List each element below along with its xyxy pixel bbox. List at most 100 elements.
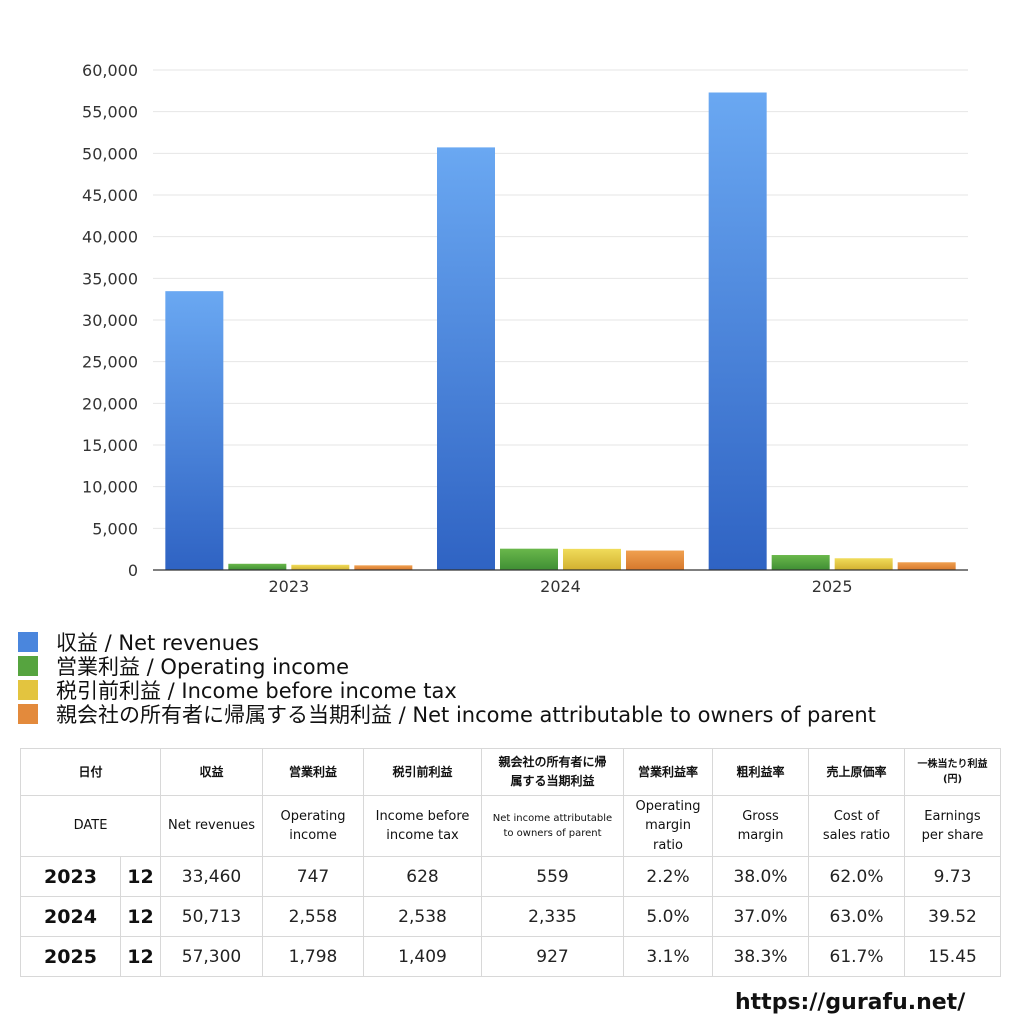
y-tick-label: 45,000	[82, 186, 138, 205]
chart-legend: 収益 / Net revenues 営業利益 / Operating incom…	[18, 630, 1018, 727]
header-jp-gross-margin: 粗利益率	[712, 748, 810, 796]
cell-year: 2024	[20, 896, 121, 937]
header-en-eps: Earnings per share	[904, 795, 1002, 857]
legend-label-operating-income: 営業利益 / Operating income	[56, 655, 350, 679]
bar-2023-series-2	[291, 564, 350, 570]
legend-label-net-revenues: 収益 / Net revenues	[56, 631, 259, 655]
y-tick-label: 20,000	[82, 394, 138, 413]
grid-lines	[153, 69, 968, 529]
cell-revenue: 50,713	[160, 896, 264, 937]
legend-item-operating-income: 営業利益 / Operating income	[18, 654, 1018, 679]
cell-cost-ratio: 63.0%	[808, 896, 906, 937]
cell-month: 12	[119, 936, 162, 977]
table-header-jp-row: 日付 収益 営業利益 税引前利益 親会社の所有者に帰属する当期利益 営業利益率 …	[19, 748, 1002, 796]
bar-2023-series-1	[228, 563, 287, 570]
header-en-op-margin: Operating margin ratio	[623, 795, 714, 857]
legend-label-net-income: 親会社の所有者に帰属する当期利益 / Net income attributab…	[56, 703, 876, 727]
bar-2025-series-2	[834, 558, 893, 570]
header-jp-eps: 一株当たり利益 (円)	[904, 748, 1002, 796]
cell-pretax: 1,409	[363, 936, 483, 977]
cell-eps: 39.52	[904, 896, 1002, 937]
cell-gross-margin: 38.3%	[712, 936, 810, 977]
table-row-2024: 2024 12 50,713 2,558 2,538 2,335 5.0% 37…	[20, 896, 1002, 937]
header-en-net-income: Net income attributable to owners of par…	[481, 795, 625, 857]
y-tick-label: 10,000	[82, 478, 138, 497]
cell-gross-margin: 37.0%	[712, 896, 810, 937]
y-tick-label: 30,000	[82, 311, 138, 330]
cell-pretax: 628	[363, 856, 483, 897]
header-en-gross-margin: Gross margin	[712, 795, 810, 857]
header-en-op-income: Operating income	[262, 795, 365, 857]
legend-item-net-revenues: 収益 / Net revenues	[18, 630, 1018, 655]
bars	[165, 92, 956, 570]
header-en-revenue: Net revenues	[160, 795, 264, 857]
y-tick-label: 35,000	[82, 269, 138, 288]
y-tick-label: 50,000	[82, 144, 138, 163]
bar-2024-series-3	[626, 550, 684, 570]
bar-2024-series-0	[437, 147, 495, 570]
y-tick-label: 25,000	[82, 353, 138, 372]
cell-eps: 9.73	[904, 856, 1002, 897]
bar-2025-series-1	[771, 555, 830, 570]
header-jp-cost-ratio: 売上原価率	[808, 748, 906, 796]
header-en-cost-ratio: Cost of sales ratio	[808, 795, 906, 857]
header-jp-revenue: 収益	[160, 748, 264, 796]
bar-chart: 0 5,000 10,000 15,000 20,000 25,000 30,000 35,0…	[82, 61, 968, 596]
header-jp-pretax: 税引前利益	[363, 748, 483, 796]
header-en-date: DATE	[19, 795, 162, 857]
y-tick-label: 40,000	[82, 228, 138, 247]
bar-2024-series-2	[563, 548, 621, 570]
cell-op-income: 747	[262, 856, 365, 897]
bar-2025-series-0	[708, 92, 767, 570]
cell-cost-ratio: 62.0%	[808, 856, 906, 897]
header-jp-net-income: 親会社の所有者に帰属する当期利益	[481, 748, 625, 796]
cell-op-margin: 3.1%	[623, 936, 714, 977]
x-tick-label: 2024	[540, 577, 581, 596]
x-tick-label: 2025	[812, 577, 853, 596]
table-row-2025: 2025 12 57,300 1,798 1,409 927 3.1% 38.3…	[20, 936, 1002, 977]
header-jp-op-income: 営業利益	[262, 748, 365, 796]
bar-2025-series-3	[897, 562, 956, 570]
legend-swatch-net-income	[18, 704, 38, 724]
bar-2024-series-1	[500, 548, 558, 570]
table-header-en-row: DATE Net revenues Operating income Incom…	[19, 795, 1002, 857]
bar-2023-series-3	[354, 565, 413, 570]
cell-month: 12	[119, 856, 162, 897]
site-url-link[interactable]: https://gurafu.net/	[735, 990, 966, 1015]
cell-op-margin: 5.0%	[623, 896, 714, 937]
cell-revenue: 57,300	[160, 936, 264, 977]
cell-gross-margin: 38.0%	[712, 856, 810, 897]
legend-swatch-net-revenues	[18, 632, 38, 652]
cell-eps: 15.45	[904, 936, 1002, 977]
legend-swatch-income-before-tax	[18, 680, 38, 700]
bar-2023-series-0	[165, 291, 224, 570]
financial-data-table: 日付 収益 営業利益 税引前利益 親会社の所有者に帰属する当期利益 営業利益率 …	[19, 748, 1002, 977]
cell-net-income: 927	[481, 936, 625, 977]
x-tick-label: 2023	[268, 577, 309, 596]
cell-op-margin: 2.2%	[623, 856, 714, 897]
header-jp-date: 日付	[19, 748, 162, 796]
legend-label-income-before-tax: 税引前利益 / Income before income tax	[56, 679, 457, 703]
cell-year: 2025	[20, 936, 121, 977]
cell-revenue: 33,460	[160, 856, 264, 897]
y-tick-label: 60,000	[82, 61, 138, 80]
legend-swatch-operating-income	[18, 656, 38, 676]
cell-op-income: 1,798	[262, 936, 365, 977]
y-tick-label: 15,000	[82, 436, 138, 455]
y-tick-label: 0	[128, 561, 138, 580]
cell-cost-ratio: 61.7%	[808, 936, 906, 977]
table-row-2023: 2023 12 33,460 747 628 559 2.2% 38.0% 62…	[20, 856, 1002, 897]
cell-net-income: 2,335	[481, 896, 625, 937]
cell-year: 2023	[20, 856, 121, 897]
y-tick-label: 55,000	[82, 103, 138, 122]
axes: 0 5,000 10,000 15,000 20,000 25,000 30,000 35,0…	[82, 61, 968, 596]
header-jp-op-margin: 営業利益率	[623, 748, 714, 796]
cell-pretax: 2,538	[363, 896, 483, 937]
cell-month: 12	[119, 896, 162, 937]
bar-chart-svg: 0 5,000 10,000 15,000 20,000 25,000 30,000 35,0…	[82, 61, 968, 596]
cell-net-income: 559	[481, 856, 625, 897]
header-en-pretax: Income before income tax	[363, 795, 483, 857]
y-tick-label: 5,000	[92, 519, 138, 538]
legend-item-net-income: 親会社の所有者に帰属する当期利益 / Net income attributab…	[18, 702, 1018, 727]
legend-item-income-before-tax: 税引前利益 / Income before income tax	[18, 678, 1018, 703]
